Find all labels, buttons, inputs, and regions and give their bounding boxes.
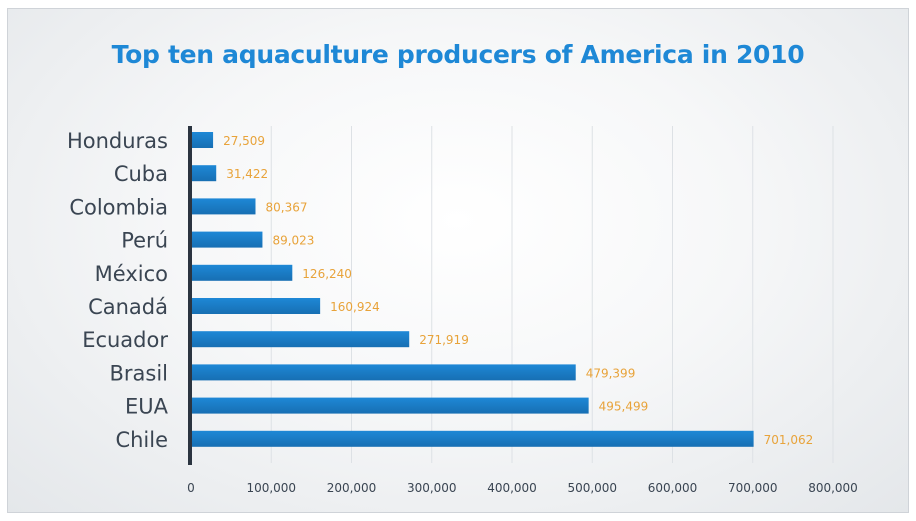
bar	[191, 264, 293, 281]
category-label: Canadá	[88, 295, 168, 319]
bar	[191, 397, 589, 414]
bar	[191, 198, 256, 215]
bar	[191, 165, 217, 182]
value-label: 479,399	[586, 366, 636, 380]
value-label: 27,509	[223, 134, 265, 148]
category-label: Ecuador	[82, 328, 168, 352]
category-label: Cuba	[114, 162, 168, 186]
x-tick-label: 0	[187, 481, 195, 495]
category-label: EUA	[125, 395, 169, 419]
chart-title: Top ten aquaculture producers of America…	[111, 40, 805, 69]
bar	[191, 132, 214, 148]
category-label: Honduras	[67, 129, 168, 153]
x-tick-label: 500,000	[567, 481, 617, 495]
x-tick-label: 200,000	[327, 481, 377, 495]
bar	[191, 364, 576, 381]
x-tick-label: 400,000	[487, 481, 537, 495]
value-label: 160,924	[330, 300, 380, 314]
x-tick-label: 800,000	[808, 481, 858, 495]
category-label: Brasil	[109, 361, 168, 385]
x-tick-label: 100,000	[246, 481, 296, 495]
bar	[191, 298, 321, 314]
category-label: Perú	[121, 229, 168, 253]
bar	[191, 331, 410, 348]
value-label: 495,499	[599, 400, 649, 414]
category-label: Chile	[115, 428, 168, 452]
value-label: 271,919	[419, 333, 469, 347]
value-label: 80,367	[265, 200, 307, 214]
x-tick-label: 300,000	[407, 481, 457, 495]
bar	[191, 430, 754, 447]
x-tick-label: 600,000	[648, 481, 698, 495]
x-tick-label: 700,000	[728, 481, 778, 495]
value-label: 701,062	[764, 433, 814, 447]
bar	[191, 231, 263, 248]
value-label: 126,240	[302, 267, 352, 281]
value-label: 31,422	[226, 167, 268, 181]
chart-frame	[7, 8, 909, 513]
category-label: México	[95, 262, 168, 286]
value-label: 89,023	[272, 234, 314, 248]
category-label: Colombia	[69, 195, 168, 219]
